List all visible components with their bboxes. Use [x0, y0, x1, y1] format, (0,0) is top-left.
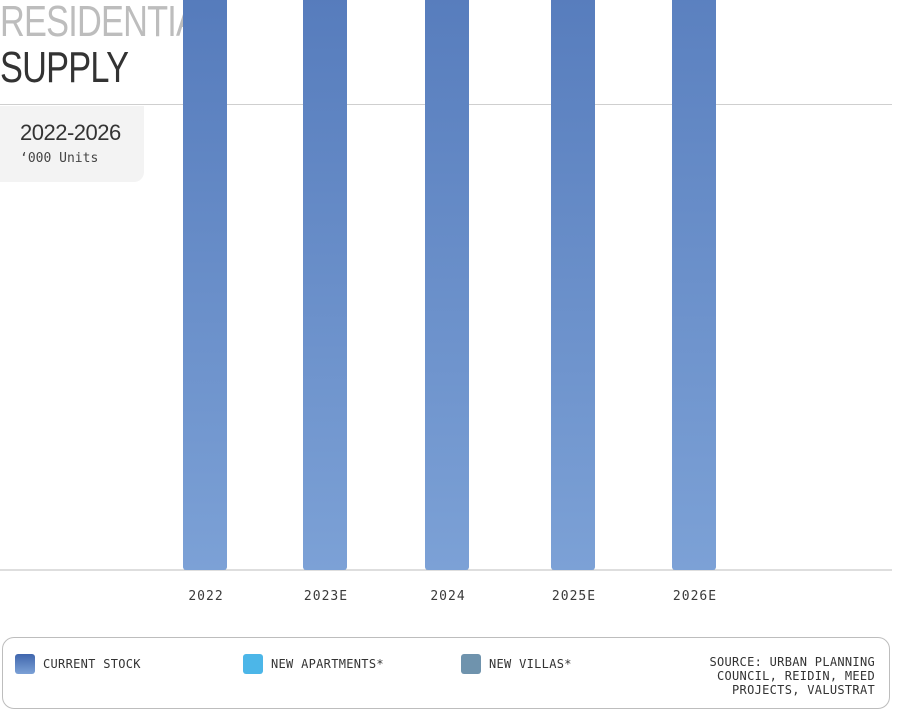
- bar-current-stock-2023e: [303, 0, 347, 570]
- source-line: SOURCE: URBAN PLANNING: [709, 655, 875, 669]
- bar-current-stock-2022: [183, 0, 227, 570]
- bar-current-stock-2026e: [672, 0, 716, 570]
- bar-current-stock-2025e: [551, 0, 595, 570]
- x-tick-label-2025e: 2025E: [552, 589, 596, 604]
- x-tick-label-2024: 2024: [430, 589, 465, 604]
- chart-title-line-1: RESIDENTIAL: [0, 0, 217, 46]
- x-tick-label-2023e: 2023E: [304, 589, 348, 604]
- legend: CURRENT STOCK NEW APARTMENTS* NEW VILLAS…: [2, 637, 890, 709]
- legend-label-current-stock: CURRENT STOCK: [43, 657, 141, 671]
- source-note: SOURCE: URBAN PLANNING COUNCIL, REIDIN, …: [709, 655, 875, 697]
- bar-current-stock-2024: [425, 0, 469, 570]
- year-range: 2022-2026: [20, 120, 121, 145]
- subtitle-box: 2022-2026 ‘000 Units: [0, 106, 144, 182]
- legend-swatch-new-apartments: [243, 654, 263, 674]
- legend-swatch-new-villas: [461, 654, 481, 674]
- x-tick-label-2026e: 2026E: [673, 589, 717, 604]
- legend-label-new-apartments: NEW APARTMENTS*: [271, 657, 384, 671]
- source-line: COUNCIL, REIDIN, MEED: [716, 669, 875, 683]
- legend-swatch-current-stock: [15, 654, 35, 674]
- chart-title-line-2: SUPPLY: [0, 43, 129, 92]
- legend-label-new-villas: NEW VILLAS*: [489, 657, 572, 671]
- source-line: PROJECTS, VALUSTRAT: [732, 683, 875, 697]
- bar-chart: 25020222532023E25620242568.85.22025E2704…: [0, 0, 892, 604]
- x-tick-label-2022: 2022: [188, 589, 223, 604]
- units-label: ‘000 Units: [20, 151, 99, 166]
